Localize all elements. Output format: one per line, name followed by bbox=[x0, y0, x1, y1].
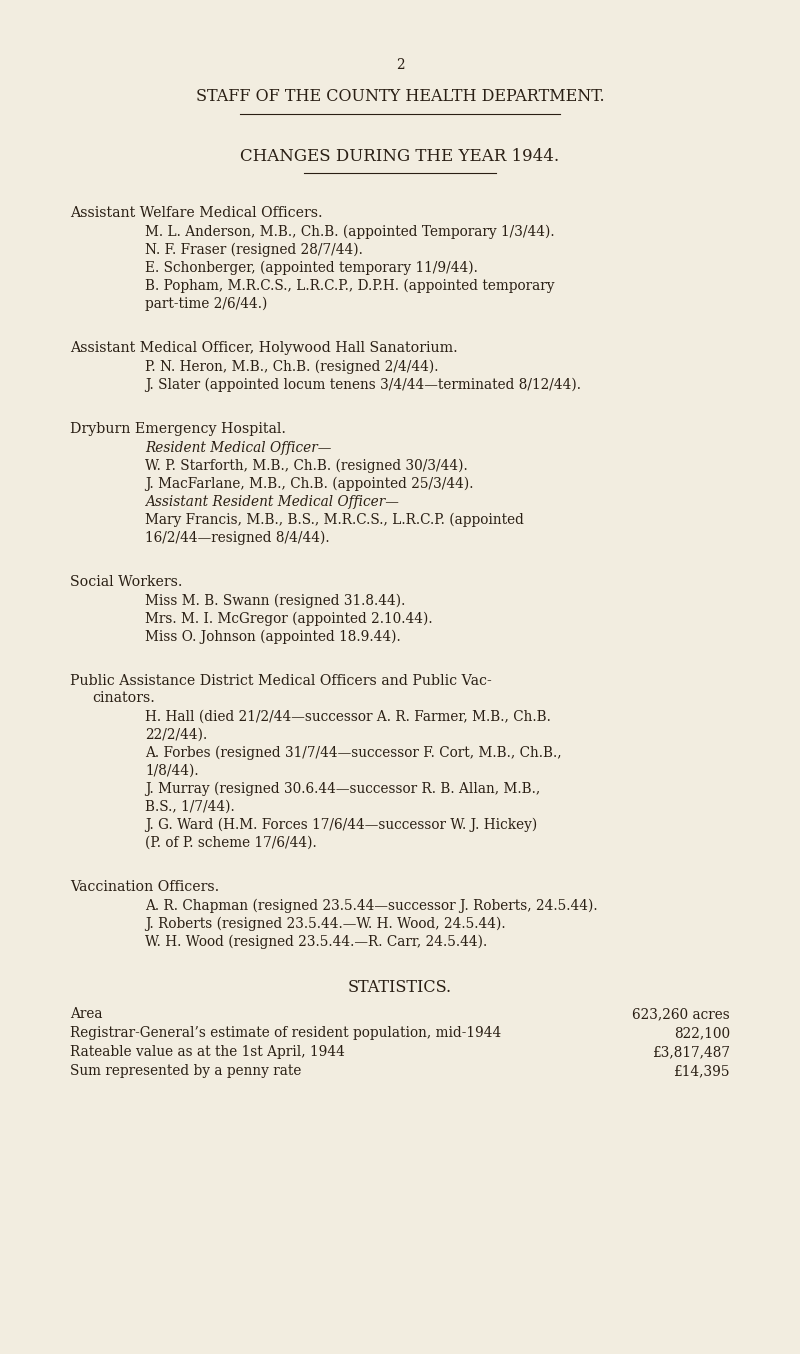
Text: Mary Francis, M.B., B.S., M.R.C.S., L.R.C.P. (appointed: Mary Francis, M.B., B.S., M.R.C.S., L.R.… bbox=[145, 513, 524, 528]
Text: 623,260 acres: 623,260 acres bbox=[632, 1007, 730, 1021]
Text: 2: 2 bbox=[396, 58, 404, 72]
Text: J. G. Ward (H.M. Forces 17/6/44—successor W. J. Hickey): J. G. Ward (H.M. Forces 17/6/44—successo… bbox=[145, 818, 538, 833]
Text: A. R. Chapman (resigned 23.5.44—successor J. Roberts, 24.5.44).: A. R. Chapman (resigned 23.5.44—successo… bbox=[145, 899, 598, 914]
Text: P. N. Heron, M.B., Ch.B. (resigned 2/4/44).: P. N. Heron, M.B., Ch.B. (resigned 2/4/4… bbox=[145, 360, 438, 375]
Text: H. Hall (died 21/2/44—successor A. R. Farmer, M.B., Ch.B.: H. Hall (died 21/2/44—successor A. R. Fa… bbox=[145, 709, 551, 724]
Text: 822,100: 822,100 bbox=[674, 1026, 730, 1040]
Text: Registrar-General’s estimate of resident population, mid-1944: Registrar-General’s estimate of resident… bbox=[70, 1026, 502, 1040]
Text: 22/2/44).: 22/2/44). bbox=[145, 728, 207, 742]
Text: cinators.: cinators. bbox=[92, 691, 155, 705]
Text: Resident Medical Officer—: Resident Medical Officer— bbox=[145, 441, 331, 455]
Text: Public Assistance District Medical Officers and Public Vac-: Public Assistance District Medical Offic… bbox=[70, 674, 492, 688]
Text: Rateable value as at the 1st April, 1944: Rateable value as at the 1st April, 1944 bbox=[70, 1045, 345, 1059]
Text: 1/8/44).: 1/8/44). bbox=[145, 764, 198, 779]
Text: Assistant Resident Medical Officer—: Assistant Resident Medical Officer— bbox=[145, 496, 399, 509]
Text: Miss O. Johnson (appointed 18.9.44).: Miss O. Johnson (appointed 18.9.44). bbox=[145, 630, 401, 645]
Text: Miss M. B. Swann (resigned 31.8.44).: Miss M. B. Swann (resigned 31.8.44). bbox=[145, 594, 406, 608]
Text: £3,817,487: £3,817,487 bbox=[652, 1045, 730, 1059]
Text: Social Workers.: Social Workers. bbox=[70, 575, 182, 589]
Text: B. Popham, M.R.C.S., L.R.C.P., D.P.H. (appointed temporary: B. Popham, M.R.C.S., L.R.C.P., D.P.H. (a… bbox=[145, 279, 554, 294]
Text: (P. of P. scheme 17/6/44).: (P. of P. scheme 17/6/44). bbox=[145, 835, 317, 850]
Text: Assistant Welfare Medical Officers.: Assistant Welfare Medical Officers. bbox=[70, 206, 322, 219]
Text: CHANGES DURING THE YEAR 1944.: CHANGES DURING THE YEAR 1944. bbox=[241, 148, 559, 165]
Text: W. P. Starforth, M.B., Ch.B. (resigned 30/3/44).: W. P. Starforth, M.B., Ch.B. (resigned 3… bbox=[145, 459, 468, 474]
Text: J. MacFarlane, M.B., Ch.B. (appointed 25/3/44).: J. MacFarlane, M.B., Ch.B. (appointed 25… bbox=[145, 477, 474, 492]
Text: Assistant Medical Officer, Holywood Hall Sanatorium.: Assistant Medical Officer, Holywood Hall… bbox=[70, 341, 458, 355]
Text: Mrs. M. I. McGregor (appointed 2.10.44).: Mrs. M. I. McGregor (appointed 2.10.44). bbox=[145, 612, 433, 627]
Text: STAFF OF THE COUNTY HEALTH DEPARTMENT.: STAFF OF THE COUNTY HEALTH DEPARTMENT. bbox=[196, 88, 604, 106]
Text: 16/2/44—resigned 8/4/44).: 16/2/44—resigned 8/4/44). bbox=[145, 531, 330, 546]
Text: W. H. Wood (resigned 23.5.44.—R. Carr, 24.5.44).: W. H. Wood (resigned 23.5.44.—R. Carr, 2… bbox=[145, 936, 487, 949]
Text: J. Murray (resigned 30.6.44—successor R. B. Allan, M.B.,: J. Murray (resigned 30.6.44—successor R.… bbox=[145, 783, 540, 796]
Text: J. Roberts (resigned 23.5.44.—W. H. Wood, 24.5.44).: J. Roberts (resigned 23.5.44.—W. H. Wood… bbox=[145, 917, 506, 932]
Text: B.S., 1/7/44).: B.S., 1/7/44). bbox=[145, 800, 234, 814]
Text: part-time 2/6/44.): part-time 2/6/44.) bbox=[145, 297, 267, 311]
Text: Sum represented by a penny rate: Sum represented by a penny rate bbox=[70, 1064, 302, 1078]
Text: STATISTICS.: STATISTICS. bbox=[348, 979, 452, 997]
Text: E. Schonberger, (appointed temporary 11/9/44).: E. Schonberger, (appointed temporary 11/… bbox=[145, 261, 478, 275]
Text: Dryburn Emergency Hospital.: Dryburn Emergency Hospital. bbox=[70, 422, 286, 436]
Text: M. L. Anderson, M.B., Ch.B. (appointed Temporary 1/3/44).: M. L. Anderson, M.B., Ch.B. (appointed T… bbox=[145, 225, 554, 240]
Text: £14,395: £14,395 bbox=[674, 1064, 730, 1078]
Text: Area: Area bbox=[70, 1007, 102, 1021]
Text: Vaccination Officers.: Vaccination Officers. bbox=[70, 880, 219, 894]
Text: A. Forbes (resigned 31/7/44—successor F. Cort, M.B., Ch.B.,: A. Forbes (resigned 31/7/44—successor F.… bbox=[145, 746, 562, 761]
Text: J. Slater (appointed locum tenens 3/4/44—terminated 8/12/44).: J. Slater (appointed locum tenens 3/4/44… bbox=[145, 378, 581, 393]
Text: N. F. Fraser (resigned 28/7/44).: N. F. Fraser (resigned 28/7/44). bbox=[145, 242, 363, 257]
